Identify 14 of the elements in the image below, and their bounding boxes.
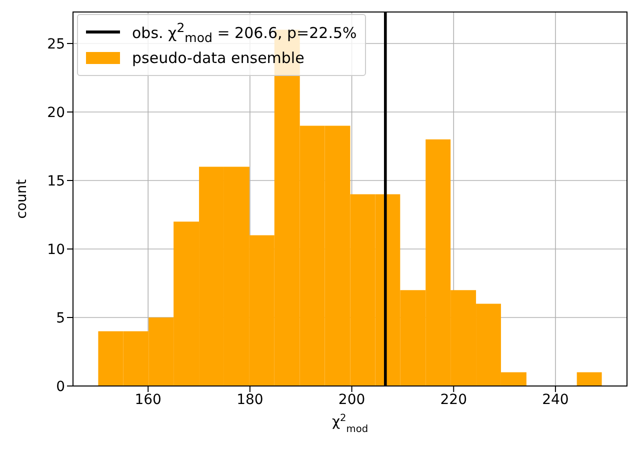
- y-tick-label: 25: [47, 36, 65, 52]
- y-tick-label: 5: [56, 310, 65, 326]
- ref-line-label: obs. χ$^{2}$$_{mod}$ = 206.6, p=22.5%: [132, 20, 357, 44]
- x-tick-label: 200: [338, 392, 366, 408]
- y-tick-label: 15: [47, 173, 65, 190]
- y-axis-title: count: [14, 178, 30, 219]
- x-tick-label: 180: [236, 392, 264, 408]
- y-tick-label: 20: [47, 104, 65, 121]
- y-tick-label: 0: [56, 378, 65, 395]
- legend-label: pseudo-data ensemble: [132, 49, 304, 67]
- y-tick-label: 10: [47, 242, 65, 258]
- x-tick-label: 160: [134, 392, 162, 408]
- x-tick-label: 220: [440, 392, 467, 408]
- x-tick-label: 240: [542, 392, 569, 408]
